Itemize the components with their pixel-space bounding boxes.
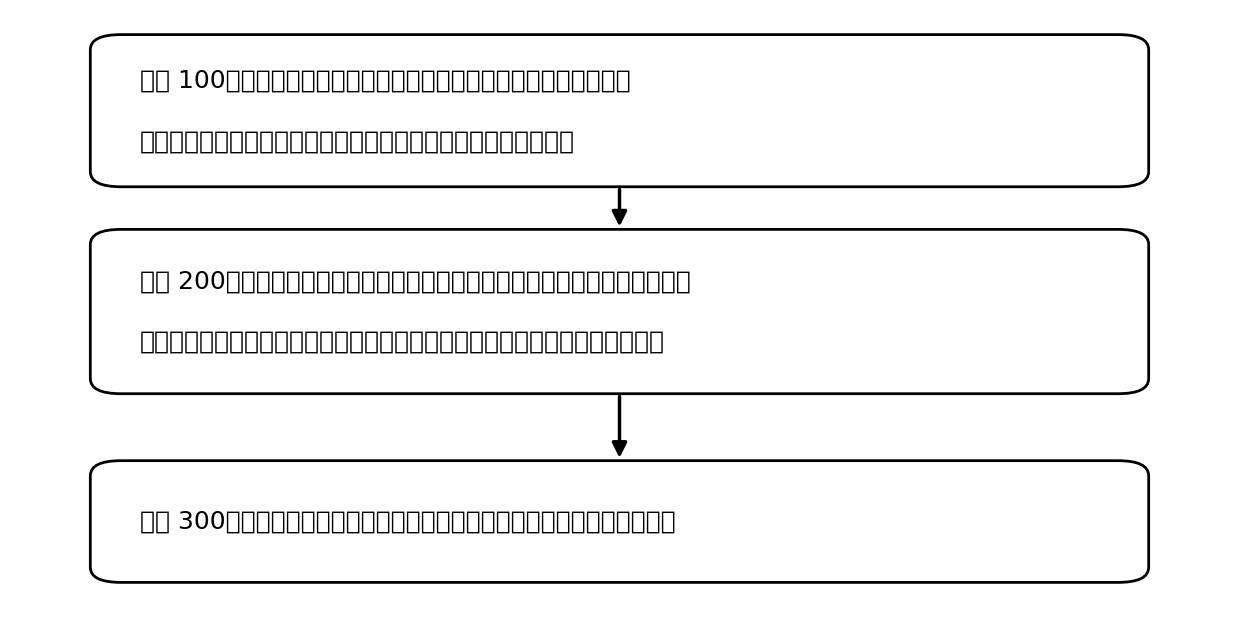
Text: 步骤 300、建立成型台升降与整平板升降的同步触发关系来实现板材自动放包: 步骤 300、建立成型台升降与整平板升降的同步触发关系来实现板材自动放包 <box>140 510 675 534</box>
Text: 步骤 200、根据每道整平板距离成型台的位置和石膏板生产线的速度，计算每道: 步骤 200、根据每道整平板距离成型台的位置和石膏板生产线的速度，计算每道 <box>140 269 690 293</box>
FancyBboxPatch shape <box>90 230 1149 394</box>
FancyBboxPatch shape <box>90 461 1149 582</box>
Text: 整平板的上升操作时间和下降操作时间，以实现对石膏板板材表面辊压平整工作: 整平板的上升操作时间和下降操作时间，以实现对石膏板板材表面辊压平整工作 <box>140 330 664 354</box>
Text: 步骤 100、建立每道整平板、处理系统和成型台之间的数据传输以及控: 步骤 100、建立每道整平板、处理系统和成型台之间的数据传输以及控 <box>140 68 631 93</box>
Text: 制关系，每道整平板与处理系统独立连接完成各自的上升下降操作: 制关系，每道整平板与处理系统独立连接完成各自的上升下降操作 <box>140 129 575 153</box>
FancyBboxPatch shape <box>90 35 1149 187</box>
